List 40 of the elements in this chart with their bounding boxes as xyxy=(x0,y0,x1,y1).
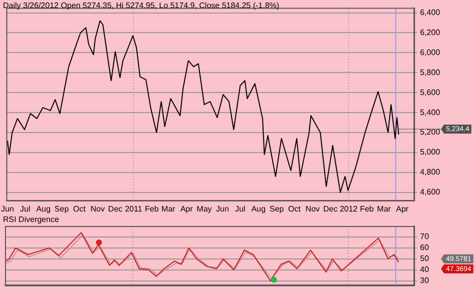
y-tick-label: 50 xyxy=(420,254,430,264)
y-tick-label: 4,800 xyxy=(420,168,441,177)
x-tick-label: Feb xyxy=(144,204,160,214)
x-tick-label: Apr xyxy=(180,204,194,214)
x-tick-label: Sep xyxy=(270,204,284,214)
x-tick-label: Aug xyxy=(36,204,51,214)
x-tick-label: Feb xyxy=(360,204,374,214)
x-tick-label: Dec xyxy=(108,204,122,214)
x-tick-label: 2011 xyxy=(124,204,143,214)
chart-title: RSI Divergence xyxy=(3,215,60,224)
y-tick-label: 5,200 xyxy=(420,128,441,137)
x-tick-label: Sep xyxy=(54,204,70,214)
y-tick-label: 6,400 xyxy=(420,8,441,17)
x-tick-label: Nov xyxy=(306,204,320,214)
chart-title: Daily 3/26/2012 Open 5274.35, Hi 5274.95, Lo 5174.9, Close 5184.25 (-1.8%) xyxy=(3,1,280,10)
y-tick-label: 5,000 xyxy=(420,148,441,157)
y-tick-label: 4,600 xyxy=(420,188,441,197)
x-tick-label: Aug xyxy=(251,204,266,214)
x-tick-label: 2012 xyxy=(340,204,358,214)
x-tick-label: Jul xyxy=(20,204,30,214)
x-tick-label: Mar xyxy=(161,204,176,214)
x-tick-label: Oct xyxy=(288,204,302,214)
y-tick-label: 5,400 xyxy=(420,108,441,117)
y-tick-label: 30 xyxy=(420,276,430,286)
x-tick-label: Mar xyxy=(377,204,392,214)
x-tick-label: Oct xyxy=(73,204,86,214)
y-tick-label: 70 xyxy=(420,232,430,242)
x-tick-label: Jun xyxy=(216,204,229,214)
x-tick-label: Dec xyxy=(323,204,338,214)
x-tick-label: Jul xyxy=(235,204,246,214)
x-tick-label: Apr xyxy=(396,204,409,214)
x-tick-label: Nov xyxy=(90,204,105,214)
y-tick-label: 6,200 xyxy=(420,28,441,37)
y-tick-label: 5,600 xyxy=(420,88,441,97)
y-tick-label: 40 xyxy=(420,265,430,274)
y-tick-label: 60 xyxy=(420,243,430,252)
x-tick-label: Jun xyxy=(1,204,14,214)
y-tick-label: 5,800 xyxy=(420,68,441,77)
y-tick-label: 6,000 xyxy=(420,48,441,57)
x-tick-label: May xyxy=(196,204,212,214)
